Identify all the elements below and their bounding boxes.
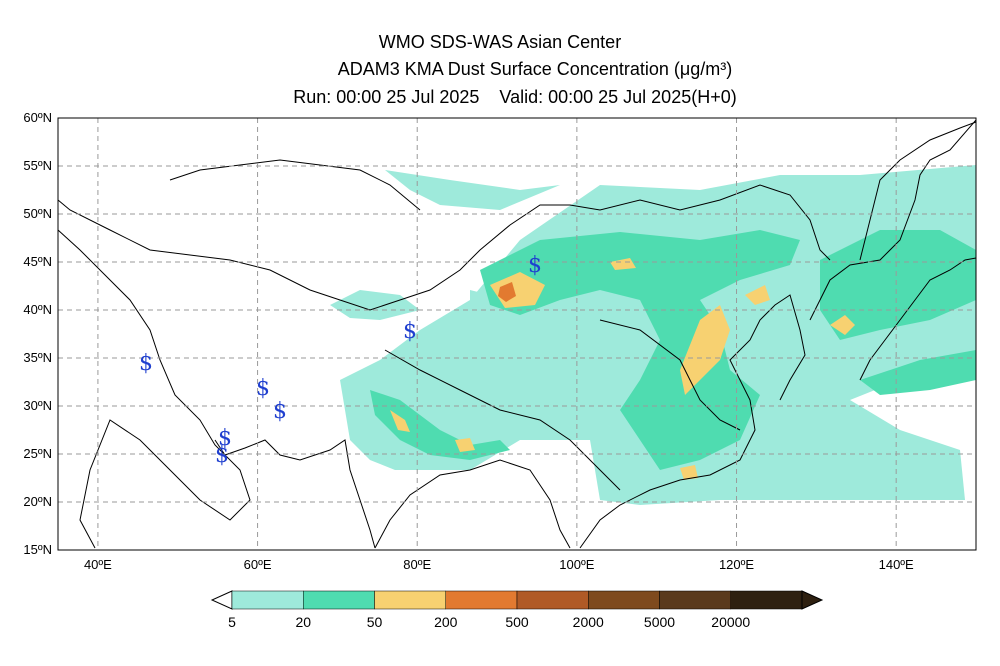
dust-region-high-4 <box>830 315 855 335</box>
dust-region-high-7 <box>455 438 475 452</box>
colorbar-swatch <box>659 590 731 610</box>
dust-station-icon: $ <box>403 319 417 344</box>
dust-region-medium-4 <box>860 350 976 395</box>
longitude-label: 140ºE <box>878 557 914 572</box>
latitude-label: 60ºN <box>23 110 52 125</box>
dust-region-high-3 <box>745 285 770 305</box>
run-valid-time: Run: 00:00 25 Jul 2025 Valid: 00:00 25 J… <box>293 87 737 107</box>
dust-station-icon: $ <box>528 253 542 278</box>
dust-region-high-5 <box>610 258 636 270</box>
dust-station-icon: $ <box>256 376 270 401</box>
colorbar-level-label: 200 <box>434 614 458 630</box>
colorbar-level-label: 50 <box>366 614 383 630</box>
chart-title: WMO SDS-WAS Asian Center <box>378 32 622 52</box>
chart-subtitle: ADAM3 KMA Dust Surface Concentration (μg… <box>337 59 733 79</box>
colorbar-swatch <box>303 590 375 610</box>
longitude-label: 120ºE <box>718 557 755 572</box>
longitude-label: 60ºE <box>243 557 272 572</box>
longitude-label: 100ºE <box>559 557 595 572</box>
dust-region-light-2 <box>330 290 420 320</box>
coastlines <box>57 119 977 549</box>
graticule <box>58 118 976 550</box>
dust-region-high-2 <box>680 305 730 395</box>
colorbar-swatch <box>374 590 446 610</box>
map-frame <box>57 117 977 551</box>
longitude-label: 40ºE <box>83 557 112 572</box>
colorbar-swatch <box>516 590 589 610</box>
colorbar-swatch <box>588 590 660 610</box>
latitude-label: 35ºN <box>23 350 52 365</box>
latitude-label: 40ºN <box>23 302 52 317</box>
latitude-label: 45ºN <box>23 254 52 269</box>
dust-region-high-6 <box>390 410 410 432</box>
colorbar-swatch <box>231 590 304 610</box>
colorbar-level-label: 5 <box>228 614 236 630</box>
dust-field <box>330 165 976 505</box>
dust-station-icon: $ <box>218 426 232 451</box>
colorbar-level-label: 2000 <box>572 614 604 630</box>
colorbar-swatch <box>445 590 518 610</box>
colorbar <box>210 590 824 610</box>
colorbar-level-label: 500 <box>505 614 529 630</box>
colorbar-high-extension <box>801 590 824 610</box>
dust-region-medium-3 <box>370 390 510 460</box>
latitude-label: 55ºN <box>23 158 52 173</box>
dust-region-high-8 <box>680 465 698 480</box>
colorbar-level-label: 5000 <box>643 614 676 630</box>
latitude-label: 25ºN <box>23 446 52 461</box>
latitude-label: 15ºN <box>23 542 52 557</box>
latitude-label: 50ºN <box>23 206 52 221</box>
dust-region-light-3 <box>385 170 560 210</box>
latitude-label: 20ºN <box>23 494 52 509</box>
colorbar-level-label: 20 <box>295 614 312 630</box>
dust-station-icon: $ <box>139 351 153 376</box>
dust-station-icon: $ <box>215 443 229 468</box>
dust-stations: $$$$$$$ <box>139 253 542 468</box>
colorbar-level-label: 20000 <box>711 614 751 630</box>
dust-region-medium-2 <box>820 230 976 340</box>
colorbar-low-extension <box>210 590 233 610</box>
colorbar-swatch <box>730 590 803 610</box>
dust-station-icon: $ <box>273 399 287 424</box>
dust-region-medium <box>480 230 800 470</box>
dust-region-peak <box>498 282 516 302</box>
latitude-label: 30ºN <box>23 398 52 413</box>
longitude-label: 80ºE <box>403 557 432 572</box>
